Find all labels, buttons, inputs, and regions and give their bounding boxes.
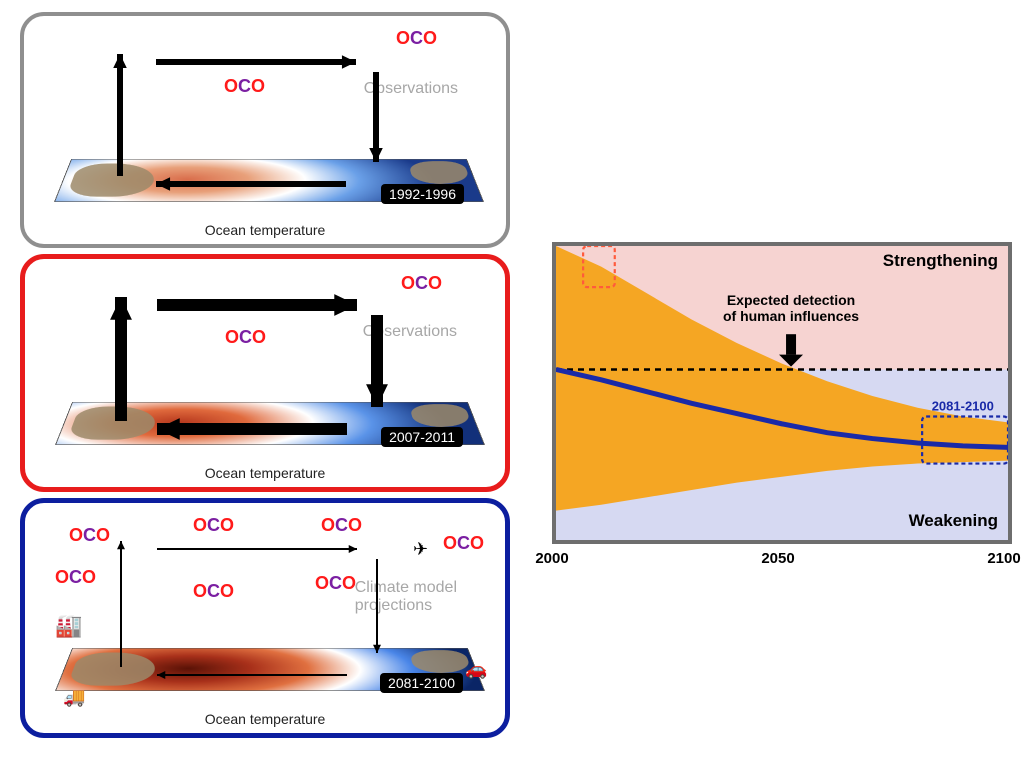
circulation-panel-p3: 2081-2100Ocean temperatureClimate model … [20,498,510,738]
circulation-arrow [362,58,390,176]
circulation-arrow [143,415,361,443]
co2-molecule-icon: OCO [321,515,362,536]
co2-molecule-icon: OCO [69,525,110,546]
co2-molecule-icon: OCO [225,327,266,348]
co2-molecule-icon: OCO [315,573,356,594]
detection-label: of human influences [723,308,859,324]
chart-frame: Strengthening Weakening Expected detection… [552,242,1012,544]
year-range-label: 2007-2011 [381,427,463,447]
x-tick-label: 2000 [535,550,568,567]
year-range-label: 2081-2100 [380,673,463,693]
co2-molecule-icon: OCO [193,581,234,602]
ocean-temperature-label: Ocean temperature [25,465,505,481]
circulation-arrow [142,170,360,198]
ocean-temperature-label: Ocean temperature [24,222,506,238]
year-range-label: 1992-1996 [381,184,464,204]
co2-molecule-icon: OCO [55,567,96,588]
truck-icon: 🚚 [63,687,85,708]
trend-chart: Walker Circulation Trends StrengtheningW… [536,242,1012,578]
co2-molecule-icon: OCO [193,515,234,536]
car-icon: 🚗 [465,659,487,680]
x-tick-label: 2100 [987,550,1020,567]
circulation-arrow [142,48,370,76]
x-tick-label: 2050 [761,550,794,567]
circulation-arrow [363,301,391,421]
circulation-arrow [363,545,391,667]
circulation-arrow [143,535,371,563]
co2-molecule-icon: OCO [396,28,437,49]
weakening-label: Weakening [909,511,998,530]
co2-molecule-icon: OCO [224,76,265,97]
circulation-panel-p1: 1992-1996Ocean temperatureObservationsOC… [20,12,510,248]
circulation-arrow [107,283,135,435]
co2-molecule-icon: OCO [443,533,484,554]
circulation-arrow [143,661,361,689]
late-period-label: 2081-2100 [932,399,994,414]
circulation-arrow [107,527,135,681]
detection-label: Expected detection [727,292,855,308]
ocean-temperature-label: Ocean temperature [25,711,505,727]
circulation-arrow [143,291,371,319]
factory-icon: 🏭 [55,613,82,639]
circulation-panel-p2: 2007-2011Ocean temperatureObservationsOC… [20,254,510,492]
co2-molecule-icon: OCO [401,273,442,294]
circulation-arrow [106,40,134,190]
strengthening-label: Strengthening [883,251,998,270]
airplane-icon: ✈ [413,539,428,560]
